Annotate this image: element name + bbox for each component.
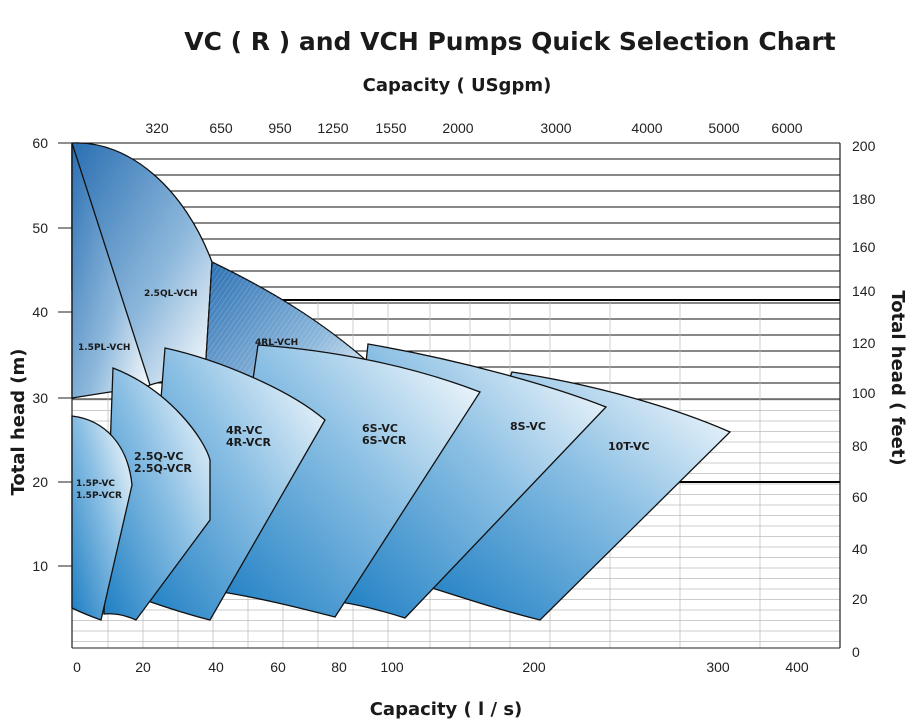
region-label: 2.5Q-VC <box>134 450 183 463</box>
top-tick-label: 320 <box>145 120 169 136</box>
top-tick-label: 650 <box>209 120 233 136</box>
y2-tick-label: 60 <box>852 489 868 505</box>
y-tick-label: 60 <box>32 135 48 151</box>
y2-tick-label: 100 <box>852 385 876 401</box>
region-label: 10T-VC <box>608 440 650 453</box>
region-label: 4R-VCR <box>226 436 271 449</box>
region-label: 6S-VC <box>362 422 398 435</box>
top-tick-label: 1250 <box>317 120 348 136</box>
region-label: 4R-VC <box>226 424 262 437</box>
y2-tick-label: 40 <box>852 541 868 557</box>
region-label: 4RL-VCH <box>255 338 298 348</box>
y-tick-label: 20 <box>32 474 48 490</box>
x-tick-label: 80 <box>331 659 347 675</box>
y-axis-title: Total head (m) <box>8 349 29 496</box>
y-tick-label: 40 <box>32 304 48 320</box>
x-tick-label: 40 <box>208 659 224 675</box>
y2-tick-label: 80 <box>852 438 868 454</box>
y2-tick-label: 140 <box>852 283 876 299</box>
top-tick-label: 3000 <box>540 120 571 136</box>
region-label: 2.5QL-VCH <box>144 289 198 299</box>
x-tick-label: 300 <box>706 659 730 675</box>
region-label: 1.5PL-VCH <box>78 343 130 353</box>
y2-tick-label: 160 <box>852 239 876 255</box>
x-tick-label: 0 <box>73 659 81 675</box>
region-label: 6S-VCR <box>362 434 407 447</box>
region-label: 1.5P-VCR <box>76 491 122 501</box>
y-tick-label: 10 <box>32 558 48 574</box>
chart-title: VC ( R ) and VCH Pumps Quick Selection C… <box>184 27 835 56</box>
y2-tick-label: 200 <box>852 138 876 154</box>
y2-tick-label: 180 <box>852 191 876 207</box>
region-label: 8S-VC <box>510 420 546 433</box>
top-tick-label: 2000 <box>442 120 473 136</box>
region-1-5p-vc <box>71 415 133 621</box>
x-tick-label: 60 <box>270 659 286 675</box>
x-tick-label: 400 <box>785 659 809 675</box>
x-tick-label: 200 <box>522 659 546 675</box>
y2-axis-title: Total head ( feet) <box>887 290 908 465</box>
top-tick-label: 950 <box>268 120 292 136</box>
x-axis-title: Capacity ( l / s) <box>370 699 523 720</box>
top-tick-label: 4000 <box>631 120 662 136</box>
region-label: 1.5P-VC <box>76 479 115 489</box>
top-tick-label: 5000 <box>708 120 739 136</box>
region-4r-vc <box>144 347 326 621</box>
pump-regions <box>71 142 732 621</box>
axis-ticks: 1020304050600204060801001201401601802000… <box>32 120 875 675</box>
y2-tick-label: 20 <box>852 591 868 607</box>
x-tick-label: 100 <box>380 659 404 675</box>
region-labels: 1.5P-VC 1.5P-VCR 1.5PL-VCH 2.5Q-VC2.5Q-VCR 2… <box>76 289 650 501</box>
top-tick-label: 6000 <box>771 120 802 136</box>
top-tick-label: 1550 <box>375 120 406 136</box>
region-label: 2.5Q-VCR <box>134 462 192 475</box>
y2-tick-label: 0 <box>852 644 860 660</box>
y2-tick-label: 120 <box>852 335 876 351</box>
y-tick-label: 30 <box>32 390 48 406</box>
region-2-5q-vc <box>103 367 211 621</box>
top-axis-title: Capacity ( USgpm) <box>363 75 552 96</box>
x-tick-label: 20 <box>135 659 151 675</box>
y-tick-label: 50 <box>32 220 48 236</box>
